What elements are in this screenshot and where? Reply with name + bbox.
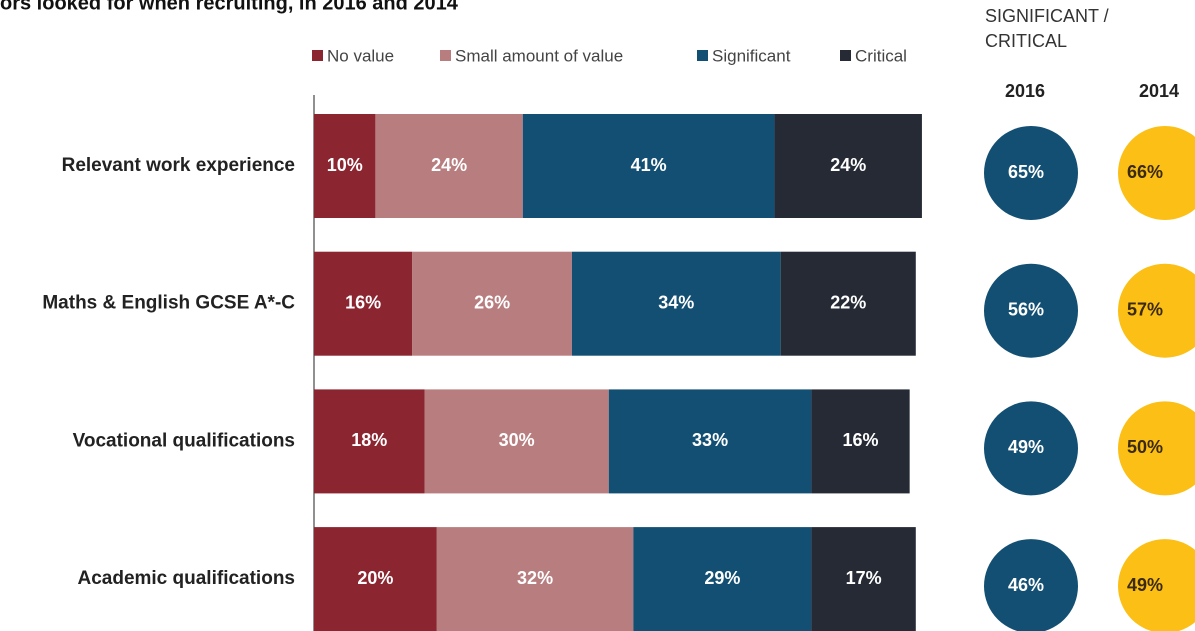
- data-label: 30%: [499, 430, 535, 450]
- data-label: 18%: [351, 430, 387, 450]
- legend-label: Critical: [855, 46, 907, 65]
- circle-label: 56%: [1008, 299, 1044, 319]
- bar-segment: [608, 389, 812, 494]
- bar-segment: [424, 389, 609, 494]
- value-circle: [1118, 263, 1195, 358]
- data-label: 20%: [357, 568, 393, 588]
- bar-segment: [633, 527, 812, 631]
- chart-title: ors looked for when recruiting, in 2016 …: [0, 0, 459, 14]
- bar-segment: [314, 114, 376, 218]
- circle-label: 49%: [1127, 575, 1163, 595]
- data-label: 34%: [658, 292, 694, 312]
- value-circle: [984, 263, 1078, 358]
- data-label: 29%: [704, 568, 740, 588]
- column-header: 2016: [1005, 81, 1045, 101]
- value-circle: [984, 126, 1078, 220]
- data-label: 17%: [846, 568, 882, 588]
- bar-segment: [522, 114, 775, 218]
- legend-swatch: [312, 50, 323, 61]
- bar-segment: [314, 251, 413, 356]
- bar-segment: [571, 251, 781, 356]
- legend-swatch: [440, 50, 451, 61]
- legend-label: Significant: [712, 46, 791, 65]
- legend-label: Small amount of value: [455, 46, 623, 65]
- bar-segment: [436, 527, 634, 631]
- bar-segment: [375, 114, 523, 218]
- data-label: 24%: [431, 155, 467, 175]
- category-label: Maths & English GCSE A*-C: [42, 293, 295, 314]
- value-circle: [1118, 539, 1195, 631]
- category-label: Relevant work experience: [62, 155, 295, 176]
- legend-swatch: [697, 50, 708, 61]
- data-label: 33%: [692, 430, 728, 450]
- data-label: 26%: [474, 292, 510, 312]
- data-label: 41%: [631, 155, 667, 175]
- data-label: 16%: [345, 292, 381, 312]
- value-circle: [984, 401, 1078, 496]
- category-label: Academic qualifications: [77, 568, 295, 589]
- bar-segment: [314, 389, 425, 494]
- bar-segment: [780, 251, 916, 356]
- value-circle: [1118, 401, 1195, 496]
- circle-label: 66%: [1127, 162, 1163, 182]
- data-label: 24%: [830, 155, 866, 175]
- category-label: Vocational qualifications: [73, 430, 295, 451]
- bar-segment: [774, 114, 922, 218]
- side-title: SIGNIFICANT / CRITICAL: [985, 6, 1109, 51]
- data-label: 32%: [517, 568, 553, 588]
- circle-label: 46%: [1008, 575, 1044, 595]
- value-circle: [1118, 126, 1195, 220]
- bar-segment: [811, 527, 916, 631]
- circle-label: 65%: [1008, 162, 1044, 182]
- bar-segment: [314, 527, 437, 631]
- data-label: 16%: [843, 430, 879, 450]
- data-label: 10%: [327, 155, 363, 175]
- legend-swatch: [840, 50, 851, 61]
- circle-label: 49%: [1008, 437, 1044, 457]
- data-label: 22%: [830, 292, 866, 312]
- circle-label: 57%: [1127, 299, 1163, 319]
- bar-segment: [412, 251, 572, 356]
- column-header: 2014: [1139, 81, 1179, 101]
- circle-label: 50%: [1127, 437, 1163, 457]
- value-circle: [984, 539, 1078, 631]
- bar-segment: [811, 389, 910, 494]
- legend-label: No value: [327, 46, 394, 65]
